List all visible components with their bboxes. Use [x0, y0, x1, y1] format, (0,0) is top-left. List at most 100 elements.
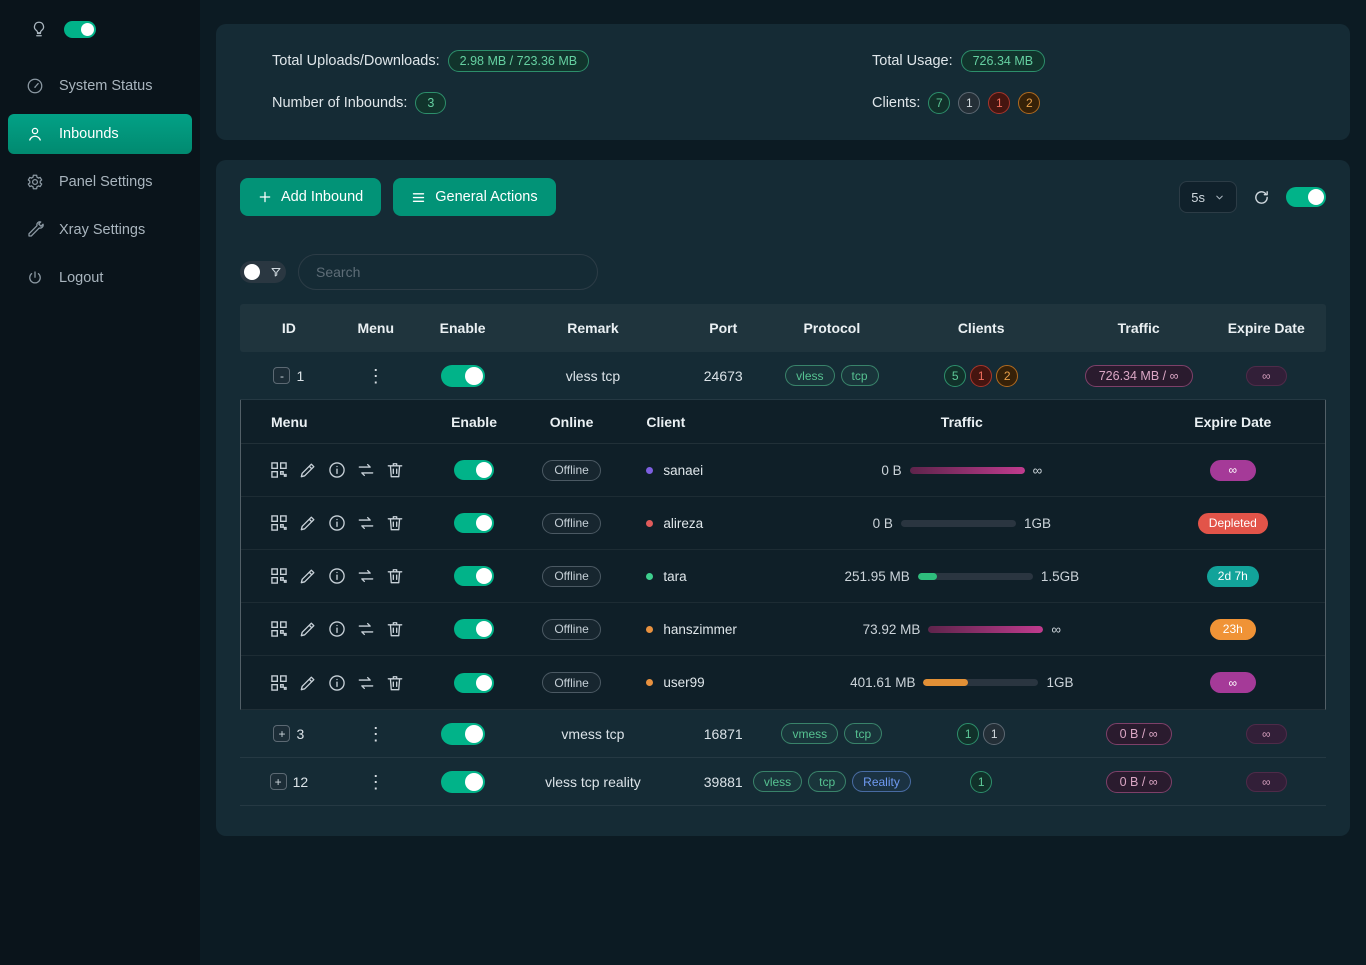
client-expire-badge: 23h: [1209, 618, 1256, 640]
sidebar-item-xray-settings[interactable]: Xray Settings: [8, 210, 192, 250]
qr-code-icon[interactable]: [269, 460, 289, 480]
traffic-progress-bar: [923, 679, 1039, 686]
inbound-enable-toggle[interactable]: [440, 722, 485, 745]
main-content: Total Uploads/Downloads: 2.98 MB / 723.3…: [200, 0, 1366, 965]
expand-toggle[interactable]: +: [273, 725, 291, 742]
expire-badge: ∞: [1245, 723, 1287, 744]
add-inbound-button[interactable]: Add Inbound: [240, 178, 382, 216]
reset-traffic-icon[interactable]: [356, 566, 376, 586]
online-status-badge: Offline: [542, 618, 601, 640]
refresh-icon[interactable]: [1253, 189, 1270, 206]
reset-traffic-icon[interactable]: [356, 619, 376, 639]
column-header: Traffic: [1117, 320, 1160, 336]
filter-toggle[interactable]: [240, 261, 286, 283]
client-enable-toggle[interactable]: [454, 672, 495, 693]
sidebar-header: [0, 14, 200, 58]
traffic-badge: 0 B / ∞: [1105, 722, 1172, 745]
toggle-knob: [244, 264, 260, 280]
client-color-dot: [646, 519, 654, 527]
general-actions-button[interactable]: General Actions: [393, 178, 556, 216]
protocol-badge: tcp: [808, 771, 847, 792]
search-input[interactable]: [298, 254, 598, 290]
sidebar-item-label: System Status: [59, 78, 153, 94]
stat-label: Total Usage:: [872, 53, 953, 69]
client-enable-toggle[interactable]: [454, 619, 495, 639]
sidebar-item-label: Panel Settings: [59, 174, 153, 190]
client-count-badge: 1: [957, 722, 980, 745]
traffic-progress-bar: [909, 466, 1025, 474]
wrench-icon: [26, 221, 44, 239]
theme-toggle[interactable]: [64, 20, 96, 38]
sidebar-item-logout[interactable]: Logout: [8, 258, 192, 298]
column-header: Expire Date: [1227, 320, 1305, 336]
expand-toggle[interactable]: +: [269, 773, 287, 790]
column-header: Port: [709, 320, 738, 336]
info-icon[interactable]: [327, 673, 347, 693]
refresh-interval-value: 5s: [1191, 189, 1205, 205]
info-icon[interactable]: [327, 566, 347, 586]
edit-icon[interactable]: [298, 460, 318, 480]
collapse-toggle[interactable]: -: [273, 367, 291, 384]
client-enable-toggle[interactable]: [454, 566, 495, 586]
online-status-badge: Offline: [542, 512, 601, 534]
column-header: Enable: [439, 320, 486, 336]
inbound-remark: vless tcp reality: [545, 773, 641, 790]
delete-icon[interactable]: [385, 619, 405, 639]
sidebar-item-panel-settings[interactable]: Panel Settings: [8, 162, 192, 202]
traffic-used: 0 B: [872, 515, 893, 531]
reset-traffic-icon[interactable]: [356, 513, 376, 533]
info-icon[interactable]: [327, 513, 347, 533]
inbound-enable-toggle[interactable]: [440, 364, 485, 387]
traffic-used: 0 B: [881, 462, 902, 478]
row-menu-icon[interactable]: ⋮: [366, 723, 385, 744]
inbound-id: 3: [296, 725, 305, 742]
protocol-badge: tcp: [844, 723, 883, 744]
delete-icon[interactable]: [385, 673, 405, 693]
stat-number-of-inbounds: Number of Inbounds: 3: [272, 92, 872, 114]
column-header: ID: [281, 320, 296, 336]
reset-traffic-icon[interactable]: [356, 460, 376, 480]
auto-refresh-toggle[interactable]: [1286, 187, 1326, 207]
edit-icon[interactable]: [298, 513, 318, 533]
delete-icon[interactable]: [385, 513, 405, 533]
stat-clients: Clients: 7 1 1 2: [872, 92, 1320, 114]
inbound-port: 24673: [703, 367, 743, 384]
client-enable-toggle[interactable]: [454, 513, 495, 533]
column-header: Menu: [271, 413, 308, 430]
edit-icon[interactable]: [298, 673, 318, 693]
traffic-total: 1.5GB: [1040, 568, 1080, 584]
edit-icon[interactable]: [298, 619, 318, 639]
sidebar-item-inbounds[interactable]: Inbounds: [8, 114, 192, 154]
info-icon[interactable]: [327, 460, 347, 480]
qr-code-icon[interactable]: [269, 566, 289, 586]
reset-traffic-icon[interactable]: [356, 673, 376, 693]
qr-code-icon[interactable]: [269, 513, 289, 533]
traffic-badge: 0 B / ∞: [1105, 770, 1172, 793]
edit-icon[interactable]: [298, 566, 318, 586]
column-header: Traffic: [940, 413, 983, 430]
inbound-enable-toggle[interactable]: [440, 770, 485, 793]
row-menu-icon[interactable]: ⋮: [366, 365, 385, 386]
client-count-badge: 5: [944, 364, 967, 387]
traffic-total: 1GB: [1023, 515, 1051, 531]
qr-code-icon[interactable]: [269, 619, 289, 639]
client-row: Offline user99 401.61 MB 1GB ∞: [241, 656, 1325, 709]
info-icon[interactable]: [327, 619, 347, 639]
delete-icon[interactable]: [385, 566, 405, 586]
sidebar-item-system-status[interactable]: System Status: [8, 66, 192, 106]
client-expire-badge: 2d 7h: [1206, 565, 1259, 587]
client-enable-toggle[interactable]: [454, 460, 495, 480]
delete-icon[interactable]: [385, 460, 405, 480]
client-color-dot: [646, 625, 654, 633]
traffic-badge: 726.34 MB / ∞: [1084, 364, 1193, 387]
client-color-dot: [646, 466, 654, 474]
row-menu-icon[interactable]: ⋮: [366, 771, 385, 792]
general-actions-label: General Actions: [435, 189, 538, 205]
qr-code-icon[interactable]: [269, 673, 289, 693]
client-row: Offline alireza 0 B 1GB Depleted: [241, 497, 1325, 550]
client-row: Offline hanszimmer 73.92 MB ∞ 23h: [241, 603, 1325, 656]
traffic-progress-bar: [917, 572, 1033, 580]
refresh-interval-select[interactable]: 5s: [1179, 181, 1237, 213]
traffic-used: 401.61 MB: [850, 675, 916, 690]
column-header: Remark: [567, 320, 619, 336]
